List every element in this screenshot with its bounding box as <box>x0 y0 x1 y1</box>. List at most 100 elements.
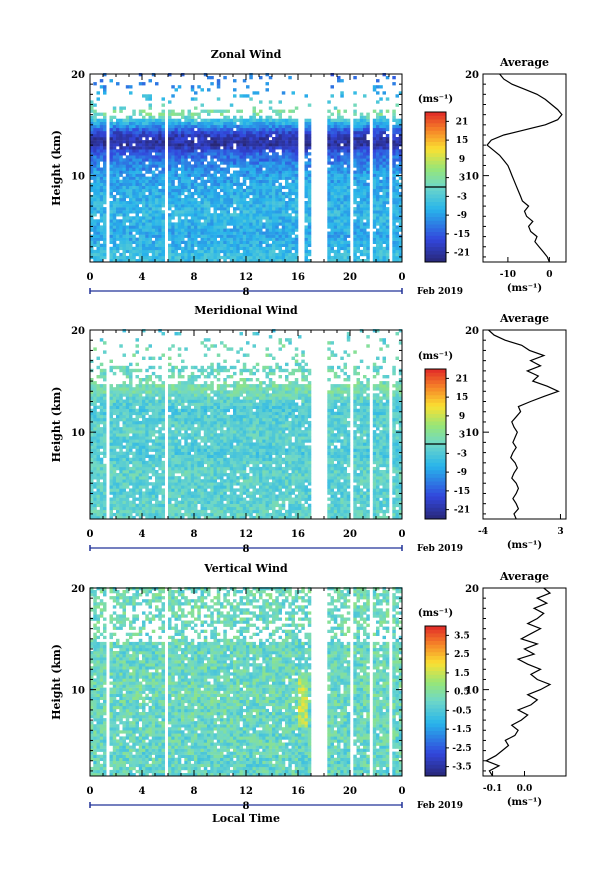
heatmap-cell <box>142 130 146 135</box>
heatmap-cell <box>96 384 100 388</box>
heatmap-cell <box>333 213 338 217</box>
heatmap-cell <box>242 201 247 205</box>
heatmap-cell <box>125 485 130 489</box>
heatmap-cell <box>181 255 185 260</box>
heatmap-cell <box>99 219 104 223</box>
heatmap-cell <box>272 234 276 238</box>
heatmap-cell <box>177 228 182 232</box>
heatmap-cell <box>249 216 253 220</box>
heatmap-cell <box>337 112 341 116</box>
heatmap-cell <box>288 164 292 168</box>
heatmap-cell <box>200 164 204 168</box>
heatmap-cell <box>103 219 107 223</box>
heatmap-cell <box>90 433 94 437</box>
heatmap-cell <box>132 252 136 257</box>
heatmap-cell <box>398 91 403 95</box>
heatmap-cell <box>109 152 113 156</box>
heatmap-cell <box>177 143 182 147</box>
heatmap-cell <box>109 255 113 260</box>
heatmap-cell <box>168 222 172 226</box>
heatmap-cell <box>220 182 224 186</box>
heatmap-cell <box>135 176 139 180</box>
heatmap-cell <box>119 427 123 431</box>
heatmap-cell <box>327 219 331 223</box>
heatmap-cell <box>288 252 292 257</box>
heatmap-cell <box>181 121 185 126</box>
heatmap-cell <box>99 255 104 260</box>
heatmap-cell <box>343 252 347 257</box>
heatmap-cell <box>129 390 133 394</box>
heatmap-cell <box>161 115 165 119</box>
heatmap-cell <box>229 252 234 257</box>
heatmap-cell <box>103 243 107 247</box>
heatmap-cell <box>168 155 172 159</box>
heatmap-cell <box>379 155 383 159</box>
heatmap-cell <box>109 228 113 232</box>
heatmap-cell <box>138 143 143 147</box>
heatmap-cell <box>262 161 266 165</box>
heatmap-cell <box>148 149 152 153</box>
heatmap-cell <box>109 473 113 477</box>
heatmap-cell <box>398 194 403 199</box>
heatmap-cell <box>353 225 357 229</box>
heatmap-cell <box>119 191 123 196</box>
heatmap-cell <box>194 97 198 101</box>
heatmap-cell <box>395 210 399 214</box>
heatmap-cell <box>103 466 107 471</box>
heatmap-cell <box>337 246 341 251</box>
heatmap-cell <box>207 228 211 232</box>
heatmap-cell <box>99 460 104 465</box>
heatmap-cell <box>109 204 113 208</box>
heatmap-cell <box>132 436 136 440</box>
heatmap-cell <box>285 194 289 199</box>
heatmap-cell <box>307 118 312 122</box>
heatmap-cell <box>259 243 263 247</box>
heatmap-cell <box>103 485 107 489</box>
heatmap-cell <box>135 408 139 413</box>
heatmap-cell <box>359 173 364 177</box>
heatmap-cell <box>359 182 364 186</box>
heatmap-cell <box>103 222 107 226</box>
heatmap-cell <box>385 143 390 147</box>
heatmap-cell <box>187 161 191 165</box>
heatmap-cell <box>174 124 178 129</box>
heatmap-cell <box>132 488 136 492</box>
heatmap-cell <box>213 109 217 113</box>
heatmap-cell <box>343 118 347 122</box>
heatmap-cell <box>275 204 279 208</box>
heatmap-cell <box>220 219 224 223</box>
heatmap-cell <box>90 390 94 394</box>
heatmap-cell <box>190 143 195 147</box>
heatmap-cell <box>125 170 130 174</box>
heatmap-cell <box>99 158 104 162</box>
heatmap-cell <box>90 140 94 144</box>
heatmap-cell <box>148 460 152 465</box>
heatmap-cell <box>145 222 149 226</box>
heatmap-cell <box>356 234 360 238</box>
heatmap-cell <box>285 252 289 257</box>
heatmap-cell <box>304 237 308 241</box>
heatmap-cell <box>285 176 289 180</box>
heatmap-cell <box>194 228 198 232</box>
heatmap-cell <box>272 149 276 153</box>
heatmap-cell <box>187 179 191 183</box>
heatmap-cell <box>333 179 338 183</box>
heatmap-cell <box>223 225 227 229</box>
heatmap-cell <box>197 85 201 89</box>
heatmap-cell <box>288 176 292 180</box>
heatmap-cell <box>119 463 123 468</box>
heatmap-cell <box>103 350 107 354</box>
heatmap-cell <box>129 152 133 156</box>
heatmap-cell <box>398 222 403 226</box>
heatmap-cell <box>119 365 123 370</box>
heatmap-cell <box>216 130 221 135</box>
heatmap-cell <box>220 225 224 229</box>
heatmap-cell <box>359 167 364 171</box>
heatmap-cell <box>272 240 276 244</box>
heatmap-cell <box>99 204 104 208</box>
heatmap-cell <box>158 255 162 260</box>
heatmap-cell <box>330 231 334 235</box>
heatmap-cell <box>353 246 357 251</box>
heatmap-cell <box>122 393 126 397</box>
heatmap-cell <box>252 249 256 254</box>
